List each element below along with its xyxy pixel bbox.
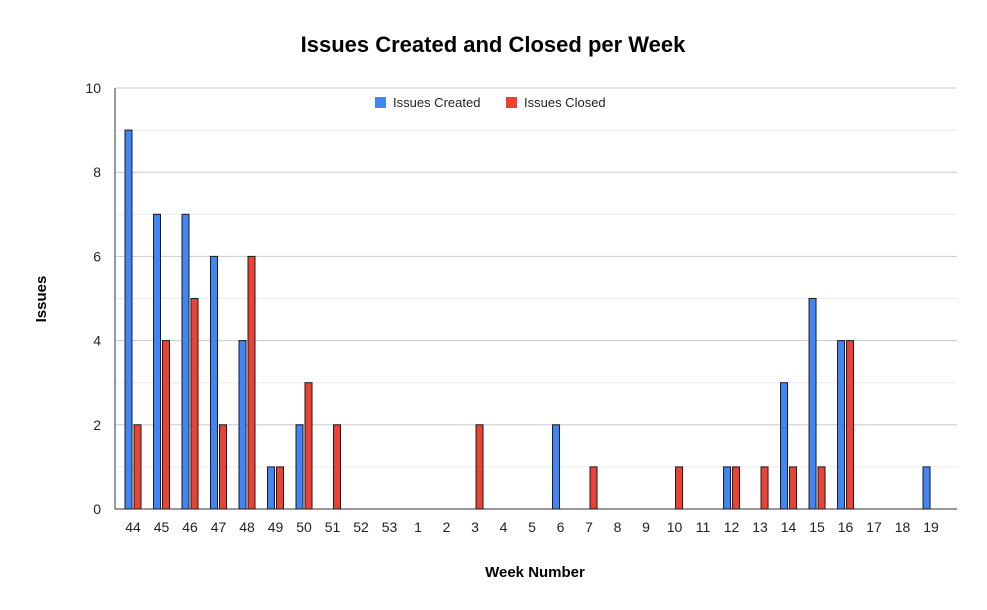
x-tick-label: 19 xyxy=(923,519,939,535)
bar-issues-closed xyxy=(789,466,798,510)
bar-issues-created xyxy=(238,340,247,510)
x-tick-label: 2 xyxy=(443,519,451,535)
x-tick-label: 47 xyxy=(211,519,227,535)
x-tick-label: 9 xyxy=(642,519,650,535)
bar-issues-closed xyxy=(333,424,342,510)
y-tick-label: 8 xyxy=(93,164,101,180)
legend: Issues Created Issues Closed xyxy=(375,95,606,110)
x-axis-title: Week Number xyxy=(485,564,585,581)
bar-issues-closed xyxy=(276,466,285,510)
bar-issues-closed xyxy=(675,466,684,510)
x-tick-label: 6 xyxy=(557,519,565,535)
bar-issues-closed xyxy=(817,466,826,510)
bar-issues-created xyxy=(181,213,190,510)
bar-issues-closed xyxy=(304,382,313,510)
x-tick-label: 12 xyxy=(724,519,740,535)
x-tick-label: 1 xyxy=(414,519,422,535)
x-tick-label: 53 xyxy=(382,519,398,535)
y-tick-label: 4 xyxy=(93,333,101,349)
bar-issues-closed xyxy=(475,424,484,510)
x-tick-label: 17 xyxy=(866,519,882,535)
bar-issues-created xyxy=(837,340,846,510)
x-tick-label: 5 xyxy=(528,519,536,535)
bar-issues-closed xyxy=(162,340,171,510)
bar-issues-created xyxy=(295,424,304,510)
bar-issues-closed xyxy=(589,466,598,510)
x-tick-label: 15 xyxy=(809,519,825,535)
x-tick-label: 45 xyxy=(154,519,170,535)
bar-issues-created xyxy=(153,213,162,510)
x-tick-label: 8 xyxy=(614,519,622,535)
y-axis-ticks: 0 2 4 6 8 10 xyxy=(85,80,101,517)
chart-title: Issues Created and Closed per Week xyxy=(301,32,687,57)
legend-label-issues-closed: Issues Closed xyxy=(524,95,606,110)
x-tick-label: 46 xyxy=(182,519,198,535)
bar-issues-closed xyxy=(760,466,769,510)
x-tick-label: 51 xyxy=(325,519,341,535)
bar-issues-created xyxy=(210,255,219,510)
bar-issues-closed xyxy=(133,424,142,510)
bar-issues-created xyxy=(124,129,133,510)
x-tick-label: 4 xyxy=(500,519,508,535)
legend-swatch-issues-closed xyxy=(506,97,517,108)
y-tick-label: 10 xyxy=(85,80,101,96)
legend-label-issues-created: Issues Created xyxy=(393,95,480,110)
x-tick-label: 14 xyxy=(781,519,797,535)
bar-issues-created xyxy=(723,466,732,510)
legend-swatch-issues-created xyxy=(375,97,386,108)
x-tick-label: 44 xyxy=(125,519,141,535)
x-tick-label: 48 xyxy=(239,519,255,535)
x-tick-label: 52 xyxy=(353,519,369,535)
x-tick-label: 16 xyxy=(838,519,854,535)
bar-issues-closed xyxy=(190,298,199,510)
bars xyxy=(124,129,931,510)
x-tick-label: 10 xyxy=(667,519,683,535)
x-tick-label: 11 xyxy=(696,519,711,535)
bar-issues-closed xyxy=(219,424,228,510)
y-tick-label: 2 xyxy=(93,417,101,433)
y-tick-label: 0 xyxy=(93,501,101,517)
x-tick-label: 3 xyxy=(471,519,479,535)
x-tick-label: 13 xyxy=(752,519,768,535)
x-axis-ticks: 44 45 46 47 48 49 50 51 52 53 1 2 3 4 5 6 7 8 9 10 11 12 13 14 1… xyxy=(125,519,939,535)
bar-issues-closed xyxy=(732,466,741,510)
y-tick-label: 6 xyxy=(93,248,101,264)
x-tick-label: 50 xyxy=(296,519,312,535)
x-tick-label: 7 xyxy=(585,519,593,535)
x-tick-label: 18 xyxy=(895,519,911,535)
bar-issues-created xyxy=(552,424,561,510)
bar-issues-created xyxy=(780,382,789,510)
y-axis-title: Issues xyxy=(33,276,50,323)
bar-issues-created xyxy=(267,466,276,510)
bar-issues-created xyxy=(922,466,931,510)
x-tick-label: 49 xyxy=(268,519,284,535)
bar-issues-closed xyxy=(247,255,256,510)
bar-issues-created xyxy=(808,298,817,510)
bar-issues-closed xyxy=(846,340,855,510)
